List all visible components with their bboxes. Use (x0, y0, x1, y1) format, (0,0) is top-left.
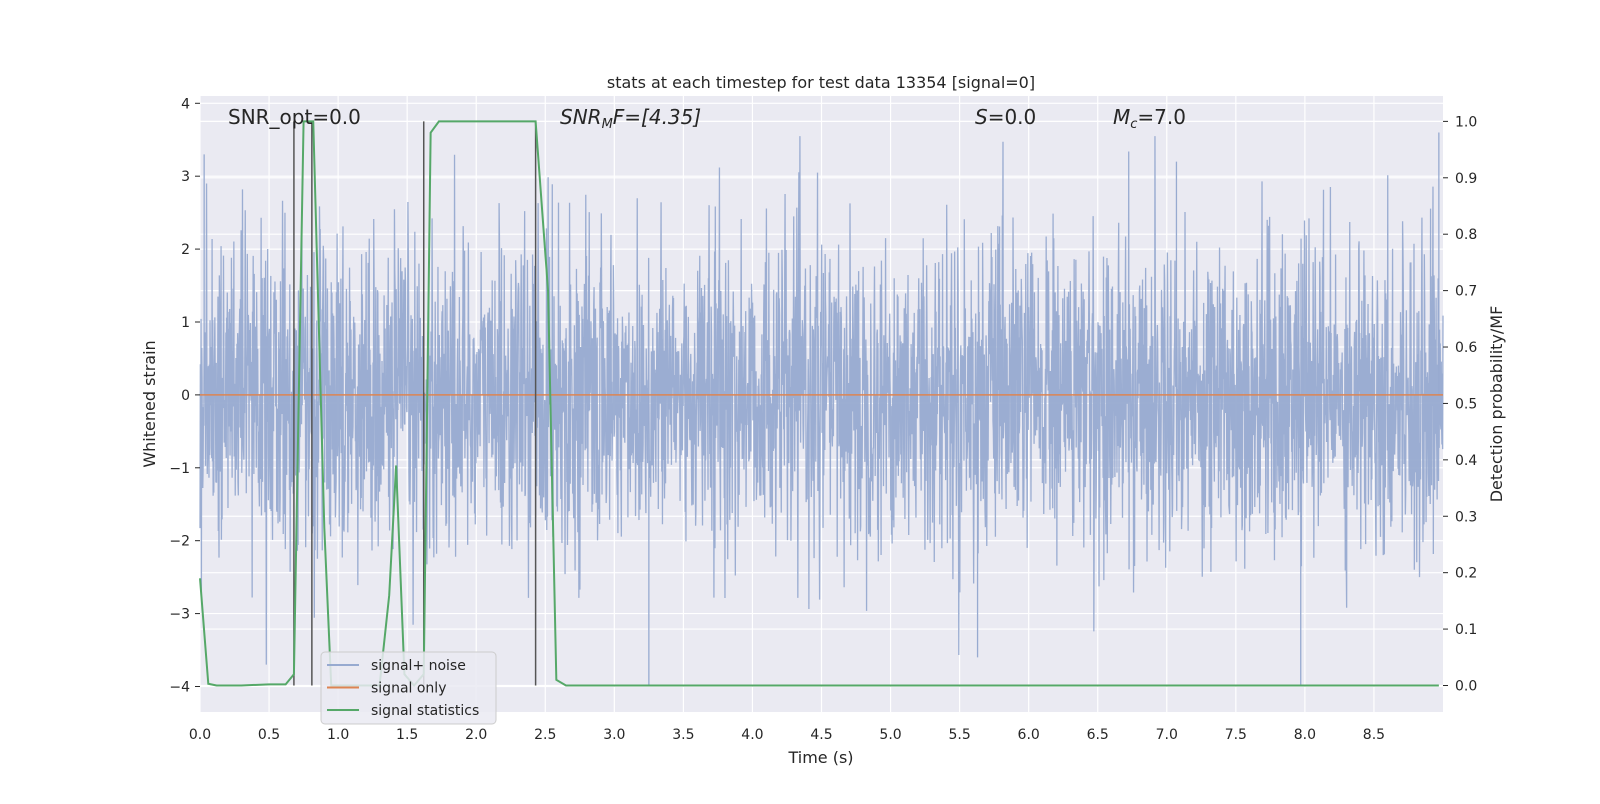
x-tick-label: 0.5 (258, 727, 280, 743)
y-left-tick-label: 4 (181, 96, 190, 112)
y-right-tick-label: 0.9 (1455, 171, 1477, 187)
chart-title: stats at each timestep for test data 133… (607, 73, 1035, 92)
x-tick-label: 6.5 (1087, 727, 1109, 743)
x-tick-label: 2.0 (465, 727, 487, 743)
annotations: SNR_opt=0.0 SNRMF=[4.35] S=0.0 Mc=7.0 (228, 105, 1186, 132)
snr-mf-text: F=[4.35] (613, 105, 701, 129)
signal-noise-series (199, 132, 1444, 687)
x-tick-label: 7.5 (1225, 727, 1247, 743)
y-left-tick-label: 0 (181, 388, 190, 404)
x-tick-label: 4.0 (741, 727, 763, 743)
s-text: =0.0 (988, 105, 1037, 129)
y-left-axis-ticks: 4 3 2 1 0 −1 −2 −3 −4 (169, 96, 200, 695)
annotation-s: S=0.0 (975, 105, 1036, 129)
y-right-tick-label: 0.8 (1455, 227, 1477, 243)
legend-label: signal statistics (371, 703, 479, 719)
vertical-markers (293, 121, 537, 686)
y-right-tick-label: 0.5 (1455, 396, 1477, 412)
y-left-tick-label: −4 (169, 679, 190, 695)
x-tick-label: 3.0 (603, 727, 625, 743)
snr-mf-symbol: SNR (560, 105, 602, 129)
x-tick-label: 0.0 (189, 727, 211, 743)
x-tick-label: 8.0 (1294, 727, 1316, 743)
annotation-snr-mf: SNRMF=[4.35] (560, 105, 701, 132)
x-tick-label: 8.5 (1363, 727, 1385, 743)
y-right-tick-label: 0.3 (1455, 509, 1477, 525)
y-right-tick-label: 0.6 (1455, 340, 1477, 356)
legend-label: signal+ noise (371, 658, 466, 674)
legend-box (320, 651, 497, 725)
annotation-snr-opt: SNR_opt=0.0 (228, 105, 361, 129)
y-right-tick-label: 0.0 (1455, 678, 1477, 694)
y-left-axis-label: Whitened strain (140, 340, 159, 467)
mc-text: =7.0 (1137, 105, 1186, 129)
x-tick-label: 1.0 (327, 727, 349, 743)
y-left-tick-label: 1 (181, 315, 190, 331)
snr-mf-subscript: M (602, 117, 613, 132)
y-left-tick-label: 3 (181, 169, 190, 185)
y-right-tick-label: 0.2 (1455, 566, 1477, 582)
y-left-tick-label: −1 (169, 461, 190, 477)
s-symbol: S (975, 105, 988, 129)
mc-subscript: c (1130, 117, 1137, 132)
y-right-tick-label: 0.1 (1455, 622, 1477, 638)
x-tick-label: 7.0 (1156, 727, 1178, 743)
mc-symbol: M (1113, 105, 1130, 129)
legend-label: signal only (371, 681, 446, 697)
y-right-axis-ticks: 1.0 0.9 0.8 0.7 0.6 0.5 0.4 0.3 0.2 0.1 0.0 (1443, 114, 1477, 694)
y-left-tick-label: 2 (181, 242, 190, 258)
x-tick-label: 6.0 (1018, 727, 1040, 743)
x-tick-label: 3.5 (672, 727, 694, 743)
y-right-tick-label: 0.4 (1455, 453, 1477, 469)
x-tick-label: 5.0 (879, 727, 901, 743)
y-right-tick-label: 1.0 (1455, 114, 1477, 130)
y-right-tick-label: 0.7 (1455, 284, 1477, 300)
x-axis-ticks: 0.0 0.5 1.0 1.5 2.0 2.5 3.0 3.5 4.0 4.5 5.0 5.5 6.0 6… (189, 727, 1385, 743)
x-tick-label: 2.5 (534, 727, 556, 743)
y-left-tick-label: −2 (169, 534, 190, 550)
x-tick-label: 1.5 (396, 727, 418, 743)
x-axis-label: Time (s) (787, 748, 853, 767)
y-left-tick-label: −3 (169, 607, 190, 623)
legend: signal+ noise signal only signal statistic… (320, 651, 497, 725)
annotation-mc: Mc=7.0 (1113, 105, 1186, 132)
x-tick-label: 4.5 (810, 727, 832, 743)
signal-noise-line (199, 136, 1444, 665)
y-right-axis-label: Detection probability/MF (1487, 306, 1506, 503)
x-tick-label: 5.5 (948, 727, 970, 743)
